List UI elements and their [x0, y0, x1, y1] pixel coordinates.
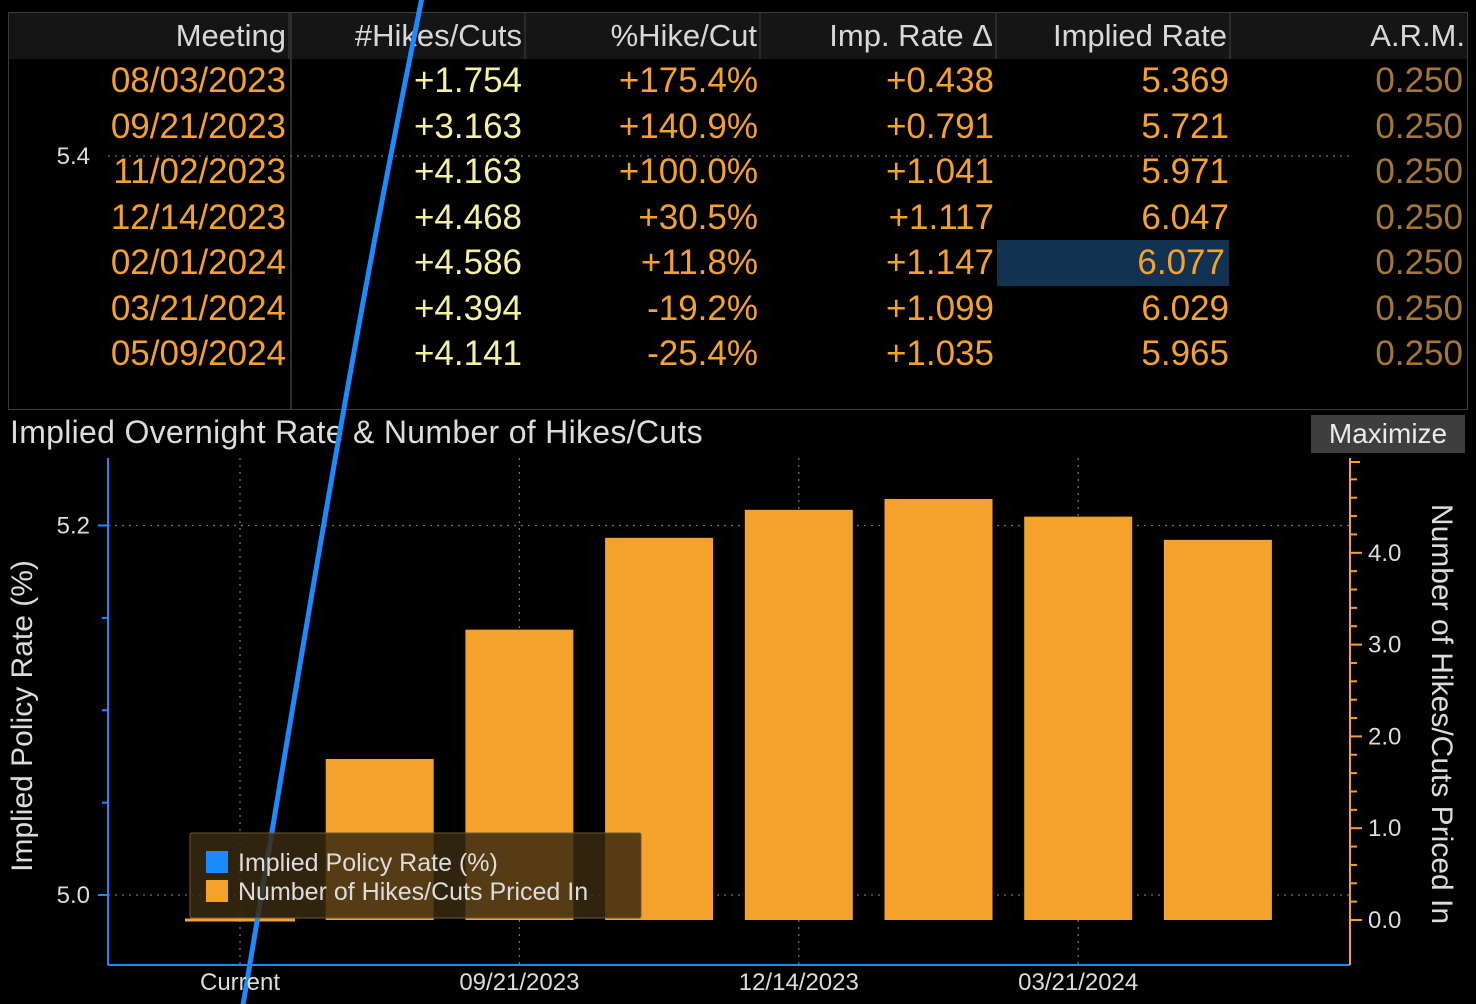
right-axis-title: Number of Hikes/Cuts Priced In [1425, 504, 1458, 924]
column-divider [290, 13, 292, 409]
cell-imp-rate-delta: +1.117 [888, 197, 994, 237]
cell-arm: 0.250 [1375, 243, 1463, 282]
cell-imp-rate-delta: +1.035 [885, 334, 994, 373]
cell-hikes-cuts: +3.163 [413, 106, 522, 146]
cell-meeting: 05/09/2024 [110, 334, 286, 373]
chart-title: Implied Overnight Rate & Number of Hikes… [10, 414, 703, 450]
cell-implied-rate: 5.971 [1141, 152, 1229, 191]
table-row[interactable]: 11/02/2023 +4.163 +100.0% +1.041 5.971 0.250 [9, 149, 1467, 195]
header-pct-hike-cut[interactable]: %Hike/Cut [526, 13, 761, 59]
cell-hikes-cuts: +4.586 [413, 243, 522, 282]
cell-hikes-cuts: +1.754 [413, 61, 522, 100]
rate-table-panel: Meeting #Hikes/Cuts %Hike/Cut Imp. Rate Δ Im… [8, 12, 1468, 410]
header-hikes-cuts[interactable]: #Hikes/Cuts [290, 13, 526, 59]
x-tick-label: Current [200, 969, 280, 996]
cell-implied-rate: 5.965 [1141, 334, 1229, 373]
series-line-implied-rate [240, 0, 425, 1004]
cell-arm: 0.250 [1375, 61, 1463, 100]
left-tick-label: 5.0 [57, 882, 90, 909]
table-row[interactable]: 08/03/2023 +1.754 +175.4% +0.438 5.369 0.250 [9, 58, 1467, 104]
left-tick-label: 5.2 [57, 513, 90, 540]
header-imp-rate-delta[interactable]: Imp. Rate Δ [761, 13, 997, 59]
cell-hikes-cuts: +4.394 [413, 288, 522, 328]
cell-arm: 0.250 [1375, 288, 1463, 328]
x-tick-label: 12/14/2023 [739, 969, 859, 996]
cell-hikes-cuts: +4.468 [413, 197, 522, 237]
cell-arm: 0.250 [1375, 197, 1463, 237]
cell-hikes-cuts: +4.141 [413, 334, 522, 373]
cell-meeting: 08/03/2023 [110, 61, 286, 100]
cell-pct-hike-cut: +175.4% [618, 61, 758, 100]
cell-pct-hike-cut: -19.2% [647, 288, 758, 328]
maximize-button[interactable]: Maximize [1311, 415, 1465, 453]
legend-label-implied-rate: Implied Policy Rate (%) [238, 849, 498, 877]
cell-imp-rate-delta: +0.438 [885, 61, 994, 100]
legend-label-hikes: Number of Hikes/Cuts Priced In [238, 878, 588, 906]
table-header: Meeting #Hikes/Cuts %Hike/Cut Imp. Rate Δ Im… [9, 13, 1467, 59]
right-tick-label: 2.0 [1368, 723, 1401, 750]
cell-implied-rate: 5.369 [1141, 61, 1229, 100]
right-tick-label: 0.0 [1368, 907, 1401, 934]
cell-arm: 0.250 [1375, 106, 1463, 146]
right-tick-label: 1.0 [1368, 815, 1401, 842]
legend-swatch-line [206, 851, 228, 873]
cell-arm: 0.250 [1375, 152, 1463, 191]
table-row[interactable]: 03/21/2024 +4.394 -19.2% +1.099 6.029 0.250 [9, 286, 1467, 332]
left-tick-label: 5.4 [57, 143, 90, 170]
cell-pct-hike-cut: +30.5% [638, 197, 758, 237]
header-meeting[interactable]: Meeting [9, 13, 290, 59]
x-tick-label: 09/21/2023 [459, 969, 579, 996]
bar [1163, 539, 1272, 920]
cell-pct-hike-cut: +11.8% [640, 243, 758, 282]
cell-implied-rate: 5.721 [1141, 106, 1229, 146]
cell-pct-hike-cut: +140.9% [618, 106, 758, 146]
header-implied-rate[interactable]: Implied Rate [997, 13, 1231, 59]
cell-meeting: 09/21/2023 [110, 106, 286, 146]
cell-meeting: 12/14/2023 [110, 197, 286, 237]
cell-implied-rate: 6.047 [1141, 197, 1229, 237]
x-tick-label: 03/21/2024 [1018, 969, 1138, 996]
cell-arm: 0.250 [1375, 334, 1463, 373]
cell-imp-rate-delta: +1.099 [885, 288, 994, 328]
cell-imp-rate-delta: +0.791 [885, 106, 994, 146]
bar [1024, 516, 1133, 920]
cell-pct-hike-cut: -25.4% [647, 334, 758, 373]
cell-implied-rate: 6.029 [1141, 288, 1229, 328]
left-axis-title: Implied Policy Rate (%) [6, 560, 39, 872]
header-arm[interactable]: A.R.M. [1370, 18, 1465, 53]
table-row[interactable]: 12/14/2023 +4.468 +30.5% +1.117 6.047 0.250 [9, 195, 1467, 241]
table-row[interactable]: 09/21/2023 +3.163 +140.9% +0.791 5.721 0.250 [9, 104, 1467, 150]
table-body: 08/03/2023 +1.754 +175.4% +0.438 5.369 0.250 0… [9, 58, 1467, 377]
cell-meeting: 03/21/2024 [110, 288, 286, 328]
right-tick-label: 4.0 [1368, 540, 1401, 567]
cell-hikes-cuts: +4.163 [413, 152, 522, 191]
table-row[interactable]: 02/01/2024 +4.586 +11.8% +1.147 6.077 0.250 [9, 240, 1467, 286]
cell-imp-rate-delta: +1.041 [885, 152, 994, 191]
cell-implied-rate: 6.077 [997, 240, 1229, 286]
legend-swatch-bar [206, 880, 228, 902]
cell-meeting: 02/01/2024 [110, 243, 286, 282]
table-row[interactable]: 05/09/2024 +4.141 -25.4% +1.035 5.965 0.250 [9, 331, 1467, 377]
legend-box [189, 832, 642, 919]
cell-pct-hike-cut: +100.0% [618, 152, 758, 191]
right-tick-label: 3.0 [1368, 632, 1401, 659]
bar [884, 499, 993, 920]
cell-imp-rate-delta: +1.147 [885, 243, 994, 282]
bar [744, 509, 853, 920]
cell-meeting: 11/02/2023 [113, 152, 286, 191]
